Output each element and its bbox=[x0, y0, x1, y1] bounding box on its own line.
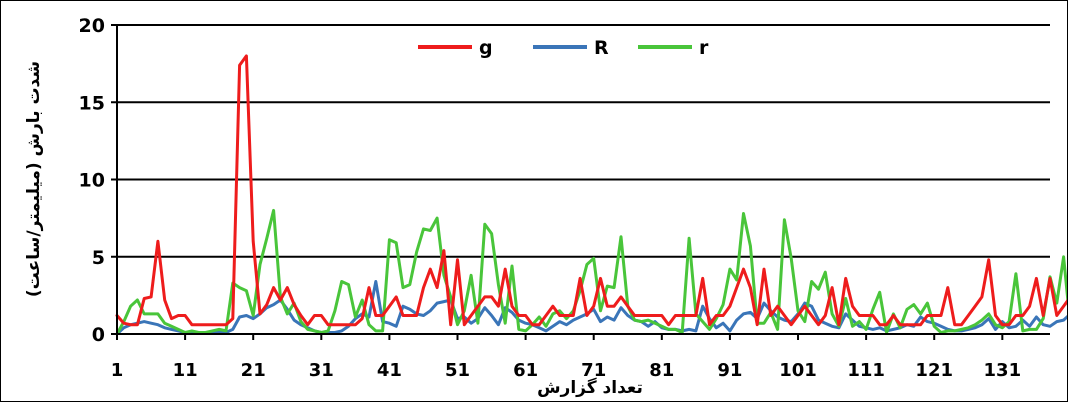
x-tick-label: 131 bbox=[984, 360, 1022, 381]
x-tick-label: 81 bbox=[649, 360, 674, 381]
series-line-g bbox=[115, 54, 1068, 327]
x-tick-label: 31 bbox=[309, 360, 334, 381]
x-tick-labels: 1 11 21 31 41 51 61 71 81 91 101 111 121 131 bbox=[111, 360, 1021, 381]
axes bbox=[111, 24, 1050, 340]
x-tick-label: 51 bbox=[445, 360, 470, 381]
x-axis-label: تعداد گزارش bbox=[537, 377, 643, 398]
x-tick-label: 41 bbox=[377, 360, 402, 381]
y-tick-label: 0 bbox=[92, 324, 105, 346]
x-tick-label: 61 bbox=[513, 360, 538, 381]
x-tick-label: 111 bbox=[847, 360, 885, 381]
x-tick-label: 91 bbox=[717, 360, 742, 381]
x-tick-label: 101 bbox=[779, 360, 817, 381]
legend-item-g: g bbox=[418, 37, 493, 59]
y-tick-label: 15 bbox=[79, 92, 105, 114]
x-tick-label: 71 bbox=[581, 360, 606, 381]
y-axis-label: شدت بارش (میلیمتر/ساعت) bbox=[24, 61, 44, 297]
x-tick-label: 1 bbox=[111, 360, 124, 381]
x-tick-label: 11 bbox=[173, 360, 198, 381]
x-tick-label: 121 bbox=[915, 360, 953, 381]
gridlines bbox=[117, 24, 1050, 258]
y-tick-label: 20 bbox=[79, 15, 105, 37]
y-tick-label: 5 bbox=[92, 247, 105, 269]
series-line-r bbox=[115, 208, 1068, 336]
y-tick-labels: 0 5 10 15 20 bbox=[79, 15, 105, 346]
legend-label: R bbox=[594, 37, 609, 59]
legend-item-R: R bbox=[533, 37, 609, 59]
legend-label: g bbox=[479, 37, 493, 59]
y-tick-label: 10 bbox=[79, 170, 105, 192]
legend-label: r bbox=[699, 37, 709, 59]
legend-item-r: r bbox=[638, 37, 709, 59]
x-tick-label: 21 bbox=[241, 360, 266, 381]
series-line-R bbox=[115, 280, 1068, 336]
series-lines bbox=[115, 54, 1068, 336]
